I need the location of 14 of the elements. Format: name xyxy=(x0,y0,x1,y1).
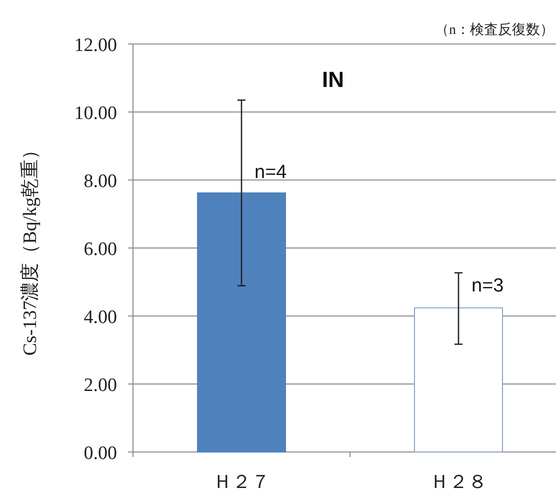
y-tick-label: 10.00 xyxy=(74,103,117,124)
y-tick-label: 12.00 xyxy=(74,35,117,56)
x-tick-label: Ｈ２７ xyxy=(213,472,270,493)
annotation: n=3 xyxy=(472,276,504,297)
annotation: n=4 xyxy=(254,162,288,183)
y-tick-label: 4.00 xyxy=(84,307,117,328)
y-axis-title: Cs-137濃度（Bq/kg乾重） xyxy=(19,140,41,356)
y-tick-label: 6.00 xyxy=(84,239,117,260)
text: （n：検査反復数） xyxy=(435,22,554,38)
y-tick-label: 0.00 xyxy=(84,443,117,464)
x-tick-label: Ｈ２８ xyxy=(430,472,487,493)
y-tick-label: 8.00 xyxy=(84,171,117,192)
y-tick-label: 2.00 xyxy=(84,375,117,396)
text: IN xyxy=(322,67,344,92)
